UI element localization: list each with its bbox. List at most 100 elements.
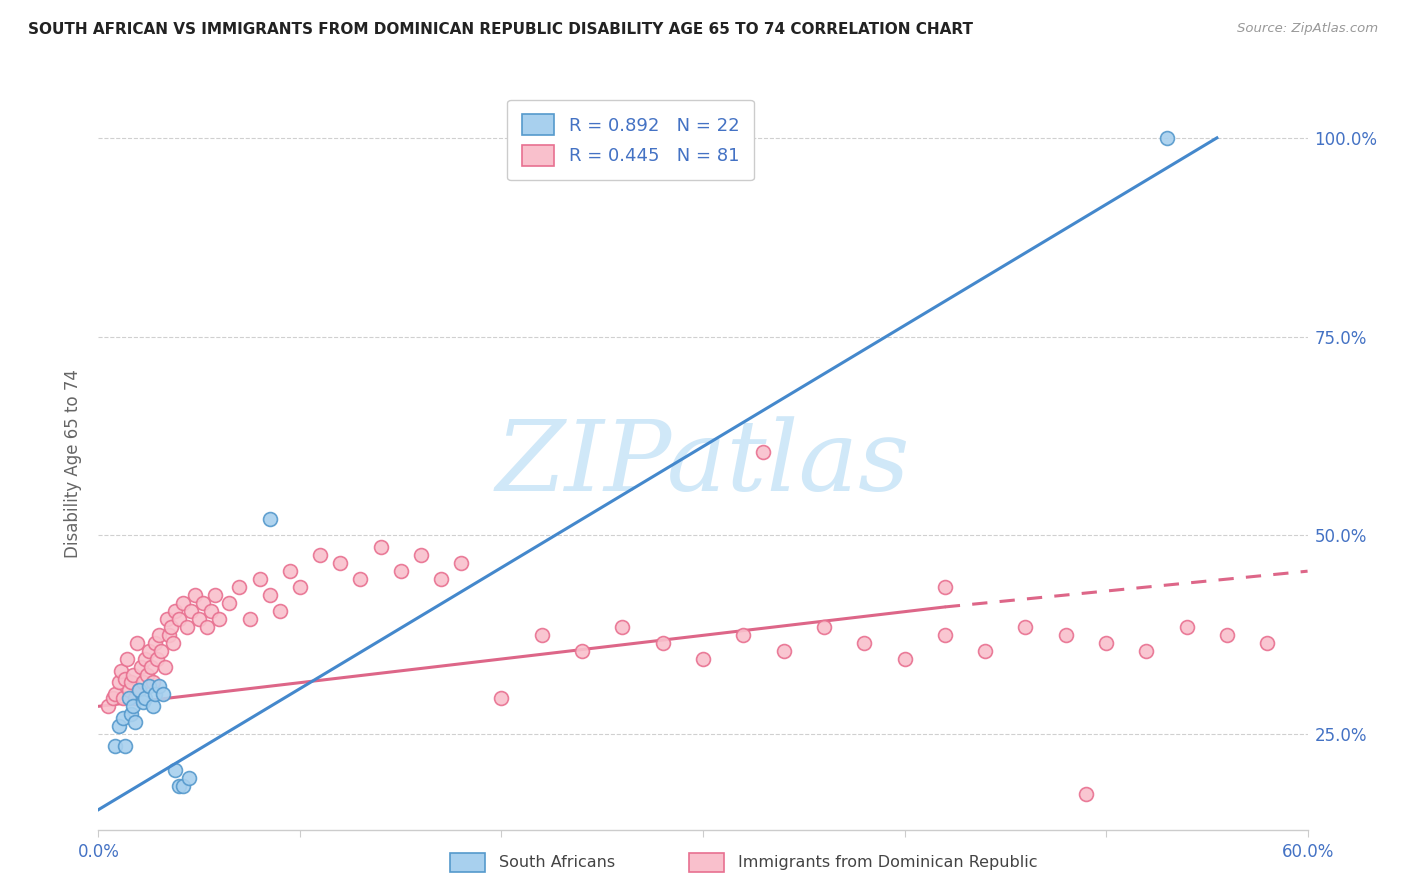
Point: [269, 604, 291, 618]
Point: [208, 612, 231, 626]
Text: SOUTH AFRICAN VS IMMIGRANTS FROM DOMINICAN REPUBLIC DISABILITY AGE 65 TO 74 CORR: SOUTH AFRICAN VS IMMIGRANTS FROM DOMINIC…: [28, 22, 973, 37]
Point: [228, 580, 250, 594]
Point: [188, 612, 211, 626]
Point: [132, 695, 155, 709]
Point: [107, 719, 129, 733]
Point: [134, 651, 156, 665]
Point: [309, 549, 332, 563]
Point: [218, 596, 240, 610]
Point: [893, 651, 915, 665]
Point: [128, 683, 150, 698]
Point: [167, 612, 190, 626]
Point: [149, 643, 172, 657]
Point: [138, 680, 160, 694]
Point: [129, 659, 152, 673]
Point: [571, 643, 593, 657]
Point: [389, 564, 412, 578]
Point: [120, 675, 142, 690]
Text: South Africans: South Africans: [499, 855, 616, 870]
Point: [163, 763, 186, 777]
Point: [128, 683, 150, 698]
Point: [1175, 620, 1198, 634]
Point: [772, 643, 794, 657]
Legend: R = 0.892   N = 22, R = 0.445   N = 81: R = 0.892 N = 22, R = 0.445 N = 81: [508, 100, 754, 180]
Point: [204, 588, 226, 602]
Point: [153, 659, 176, 673]
Point: [184, 588, 207, 602]
Point: [259, 512, 281, 526]
Point: [1095, 636, 1118, 650]
Point: [1156, 131, 1178, 145]
Point: [195, 620, 218, 634]
Point: [1216, 628, 1239, 642]
Point: [1256, 636, 1278, 650]
Point: [370, 541, 392, 555]
Point: [612, 620, 634, 634]
Point: [121, 699, 143, 714]
Point: [733, 628, 755, 642]
Point: [142, 699, 165, 714]
Point: [1074, 787, 1097, 801]
Text: ZIPatlas: ZIPatlas: [496, 417, 910, 511]
Point: [120, 707, 142, 722]
Point: [329, 556, 352, 570]
Point: [146, 651, 169, 665]
Point: [125, 636, 148, 650]
Point: [278, 564, 301, 578]
Point: [409, 549, 432, 563]
Point: [101, 691, 124, 706]
Y-axis label: Disability Age 65 to 74: Disability Age 65 to 74: [65, 369, 83, 558]
Point: [162, 636, 184, 650]
Point: [107, 675, 129, 690]
Point: [349, 572, 371, 586]
Point: [103, 687, 125, 701]
Point: [114, 672, 136, 686]
Point: [97, 699, 120, 714]
Point: [163, 604, 186, 618]
Point: [752, 445, 775, 459]
Point: [156, 612, 179, 626]
Point: [110, 664, 132, 678]
Point: [193, 596, 215, 610]
Point: [103, 739, 125, 753]
Point: [259, 588, 281, 602]
Point: [180, 604, 202, 618]
Point: [530, 628, 553, 642]
Point: [148, 680, 170, 694]
Point: [172, 596, 194, 610]
Point: [176, 620, 198, 634]
Point: [430, 572, 453, 586]
Point: [118, 691, 141, 706]
Point: [692, 651, 714, 665]
Point: [1135, 643, 1157, 657]
Point: [152, 687, 174, 701]
Point: [288, 580, 311, 594]
Point: [143, 687, 166, 701]
Point: [111, 711, 134, 725]
Point: [491, 691, 513, 706]
Point: [111, 691, 134, 706]
Point: [124, 691, 146, 706]
Point: [450, 556, 472, 570]
Point: [934, 628, 956, 642]
Point: [138, 643, 160, 657]
Point: [157, 628, 180, 642]
Point: [148, 628, 170, 642]
Point: [934, 580, 956, 594]
Point: [132, 675, 155, 690]
Point: [124, 715, 146, 730]
Point: [200, 604, 222, 618]
Point: [167, 779, 190, 793]
Point: [1014, 620, 1036, 634]
Point: [114, 739, 136, 753]
Point: [118, 683, 141, 698]
Point: [249, 572, 271, 586]
Point: [135, 667, 157, 681]
Point: [134, 691, 156, 706]
Point: [1054, 628, 1077, 642]
Point: [139, 659, 162, 673]
Point: [142, 675, 165, 690]
Point: [115, 651, 138, 665]
Point: [121, 667, 143, 681]
Point: [239, 612, 262, 626]
